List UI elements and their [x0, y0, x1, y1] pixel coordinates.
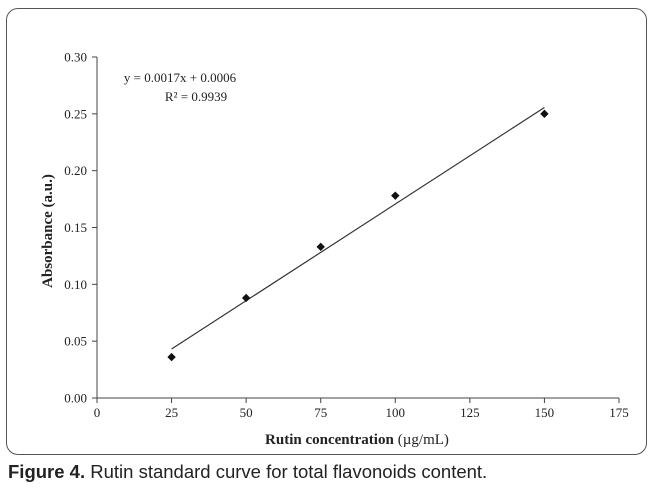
r-squared-label: R² = 0.9939: [165, 89, 227, 104]
x-axis-title-unit: (µg/mL): [398, 432, 449, 448]
y-tick-label: 0.20: [64, 163, 87, 178]
x-axis-title: Rutin concentration (µg/mL): [265, 432, 449, 448]
x-tick-label: 125: [460, 405, 480, 420]
caption-label: Figure 4.: [8, 461, 86, 482]
x-tick-label: 150: [535, 405, 555, 420]
data-point: [316, 242, 325, 252]
equation-label: y = 0.0017x + 0.0006: [124, 70, 237, 85]
x-ticks: 0 25 50 75 100 125 150 175: [94, 398, 629, 420]
data-point: [241, 293, 251, 303]
y-tick-label: 0.25: [64, 106, 87, 121]
caption-text: Rutin standard curve for total flavonoid…: [85, 461, 488, 482]
data-points: [167, 109, 549, 362]
x-tick-label: 25: [165, 405, 178, 420]
chart-plot: 0 25 50 75 100 125 150 175 0.00 0.05 0.10 0.15 0.20…: [40, 50, 629, 449]
chart-frame: [6, 8, 647, 455]
data-point: [391, 191, 400, 200]
y-tick-label: 0.15: [64, 220, 87, 235]
y-ticks: 0.00 0.05 0.10 0.15 0.20 0.25 0.30: [64, 50, 97, 406]
y-tick-label: 0.00: [64, 391, 87, 406]
y-tick-label: 0.10: [64, 277, 87, 292]
y-tick-label: 0.05: [64, 334, 87, 349]
data-point: [540, 109, 549, 119]
x-tick-label: 175: [609, 405, 629, 420]
trendline-group: [171, 106, 545, 350]
x-tick-label: 0: [94, 405, 101, 420]
x-axis-title-main: Rutin concentration: [265, 432, 394, 448]
x-tick-label: 100: [386, 405, 406, 420]
figure-caption: Figure 4. Rutin standard curve for total…: [8, 461, 653, 483]
y-tick-label: 0.30: [64, 50, 87, 65]
x-tick-label: 50: [240, 405, 253, 420]
x-tick-label: 75: [314, 405, 327, 420]
trendline: [171, 106, 545, 350]
data-point: [167, 352, 176, 362]
y-axis-title: Absorbance (a.u.): [40, 174, 56, 288]
